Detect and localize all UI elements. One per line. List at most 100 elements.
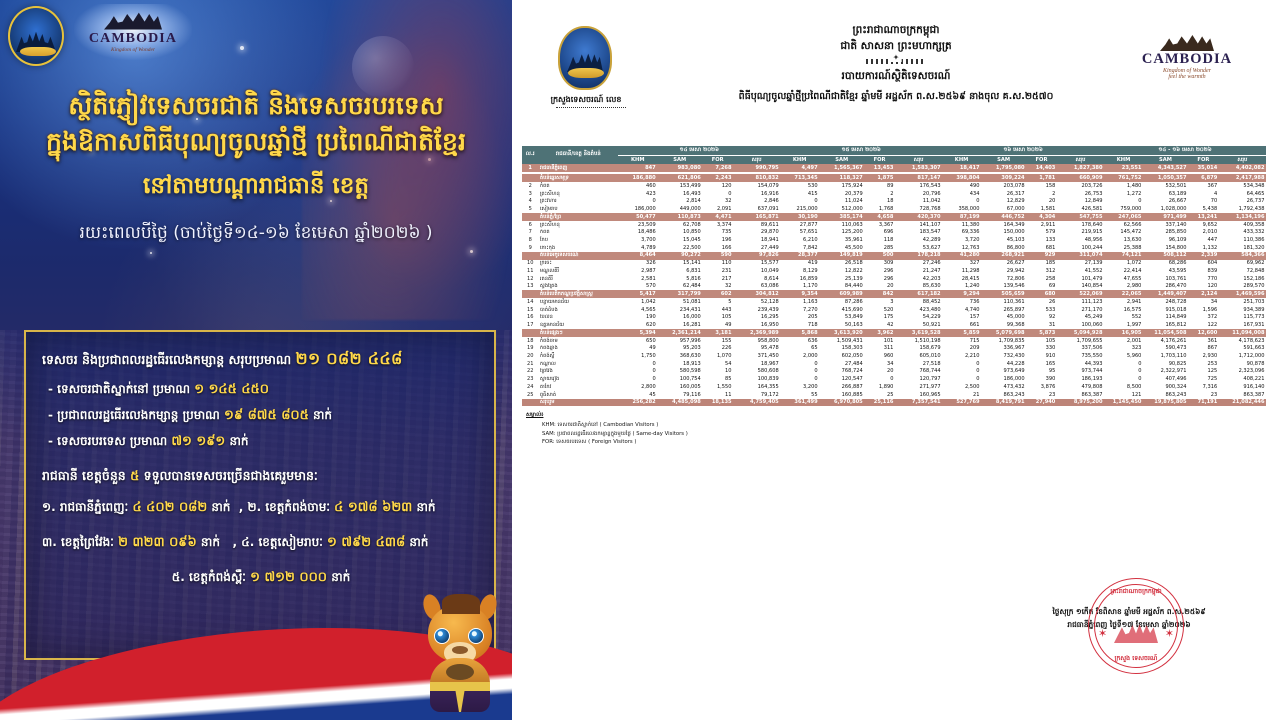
table-row[interactable]: 25 ពូធិសាត់ 45 79,116 11 79,172 55 160,885 25 160… [522, 391, 1266, 399]
brand-tagline-1: Kingdom of Wonder [1162, 68, 1212, 74]
table-row[interactable]: 18 កំពង់ចាម 650 957,996 155 958,800 636 1,509,4… [522, 336, 1266, 345]
row-province-name: តំបន់ឆ្នេរសមុទ្រ [538, 174, 619, 183]
table-spacer-row [522, 172, 1266, 175]
row-province-name: រតនគីរី [538, 274, 619, 283]
cell-g3-sam: 336,967 [981, 344, 1027, 353]
cell-g4-សរុប: 584,366 [1218, 251, 1266, 260]
cell-g1-khm: 4,789 [618, 244, 658, 252]
table-row[interactable]: 12 រតនគីរី 2,581 5,816 217 8,614 16,859 25,139 2… [522, 274, 1266, 283]
row-index [522, 213, 539, 221]
legend-item-khm: KHM: ទេសចរជាតិស្នាក់នៅ ( Cambodian Visit… [542, 422, 659, 429]
cell-g1-khm: 2,800 [618, 383, 658, 391]
table-row[interactable]: 15 បាត់ដំបង 4,565 234,431 443 239,439 7,270 415… [522, 305, 1266, 314]
cell-g3-khm: 87,199 [942, 213, 982, 221]
province-name: ខេត្តកំពង់ចាមៈ [265, 500, 330, 514]
cell-g1-khm: 4,565 [618, 305, 658, 314]
table-category-row[interactable]: តំបន់ភ្នំ/ព្រៃ 50,477 110,873 4,471 165,871 3… [522, 213, 1266, 221]
cell-g1-sam: 5,816 [657, 274, 703, 283]
cell-g2-for: 34 [864, 360, 895, 368]
cell-g2-សរុប: 54,229 [894, 313, 943, 322]
cell-g1-សរុប: 63,086 [733, 282, 781, 291]
cell-g3-for: 4,304 [1026, 213, 1057, 221]
table-row[interactable]: 10 ក្រចេះ 326 15,141 110 15,577 419 26,518 309 27… [522, 259, 1266, 268]
table-row[interactable]: 14 បន្ទាយមានជ័យ 1,042 51,081 5 52,128 1,163 87,… [522, 298, 1266, 306]
table-row[interactable]: 21 កណ្តាល 0 18,913 54 18,967 0 27,484 34 27,518 0 4… [522, 360, 1266, 368]
cell-g3-for: 330 [1026, 344, 1057, 353]
row-index: 4 [522, 197, 539, 206]
cell-g1-khm: 23,509 [618, 220, 658, 229]
cell-g2-khm: 0 [780, 360, 820, 368]
table-row[interactable]: 4 ព្រះវិហារ 0 2,814 32 2,846 0 11,024 18 11,042 0 1… [522, 197, 1266, 206]
cell-g3-sam: 67,000 [981, 205, 1027, 214]
province-unit: នាក់ [416, 500, 436, 514]
cell-g4-for: 13,241 [1188, 213, 1219, 221]
cell-g3-for: 681 [1026, 244, 1057, 252]
cell-g1-សរុប: 95,478 [733, 344, 781, 353]
cell-g1-សរុប: 4,759,405 [733, 398, 781, 407]
cell-g4-for: 839 [1188, 267, 1219, 275]
col-metric-header-4-sam: SAM [1142, 155, 1189, 165]
cell-g2-khm: 8,129 [780, 267, 820, 275]
table-row[interactable]: 19 កំពង់ឆ្នាំង 49 95,203 226 95,478 65 158,303 3… [522, 344, 1266, 353]
cell-g2-sam: 1,509,431 [819, 336, 865, 345]
table-row[interactable]: 2 កំពត 460 153,499 120 154,079 530 175,924 89 176… [522, 182, 1266, 190]
cell-g3-khm: 69,336 [942, 228, 982, 237]
cell-g3-khm: 358,000 [942, 205, 982, 214]
row-index: 3 [522, 189, 539, 198]
row-index: 2 [522, 182, 539, 190]
table-total-row[interactable]: សរុបរួម 256,282 4,485,098 18,135 4,759,405 36… [522, 398, 1266, 407]
table-row[interactable]: 1 រាជធានីភ្នំពេញ 847 983,080 7,268 990,795 4,4… [522, 164, 1266, 173]
poster-title-line-1: ស្ថិតិភ្ញៀវទេសចរជាតិ និងទេសចរបរទេស [68, 91, 444, 120]
table-body: 1 រាជធានីភ្នំពេញ 847 983,080 7,268 990,795 4,4… [522, 164, 1266, 407]
table-category-row[interactable]: តំបន់អេកូទេសចរណ៍ 8,464 90,272 590 97,826 28,3… [522, 251, 1266, 260]
cell-g3-សរុប: 26,753 [1056, 189, 1105, 198]
table-row[interactable]: 11 មណ្ឌលគីរី 2,987 6,831 231 10,049 8,129 12,82… [522, 267, 1266, 275]
col-metric-header-2-សរុប: សរុប [894, 155, 943, 165]
angkor-wat-icon [104, 12, 162, 30]
cell-g4-for: 604 [1188, 259, 1219, 268]
cell-g2-សរុប: 20,796 [894, 189, 943, 198]
cell-g3-សរុប: 186,193 [1056, 375, 1105, 384]
cell-g1-សរុប: 154,079 [733, 182, 781, 190]
table-row[interactable]: 8 កែប 3,700 15,045 196 18,941 6,210 35,961 118 42… [522, 236, 1266, 245]
mascot-sash [455, 688, 465, 712]
table-row[interactable]: 13 ស្ទឹងត្រែង 570 62,484 32 63,086 1,170 84,440… [522, 282, 1266, 291]
cell-g2-សរុប: 183,547 [894, 228, 943, 237]
table-row[interactable]: 7 កំពត 18,486 10,850 735 29,870 57,651 125,200 6… [522, 228, 1266, 237]
cell-g3-sam: 29,942 [981, 267, 1027, 275]
table-row[interactable]: 22 ព្រៃវែង 0 580,598 10 580,608 0 768,724 20 768,… [522, 367, 1266, 376]
table-row[interactable]: 16 ប៉ៃលិន 190 16,000 105 16,295 205 53,849 175 54… [522, 313, 1266, 322]
table-row[interactable]: 6 ព្រះសីហនុ 23,509 62,708 3,374 89,611 27,877 1… [522, 220, 1266, 229]
cell-g1-for: 226 [702, 344, 734, 353]
cell-g1-khm: 3,700 [618, 236, 658, 245]
table-row[interactable]: 5 សៀមរាប 186,000 449,000 2,091 637,091 215,000… [522, 205, 1266, 214]
table-row[interactable]: 24 តាកែវ 2,800 160,005 1,550 164,355 3,200 266,… [522, 383, 1266, 391]
cell-g2-khm: 16,859 [780, 274, 820, 283]
table-row[interactable]: 20 កំពង់ស្ពឺ 1,750 368,630 1,070 371,450 2,000… [522, 352, 1266, 361]
cell-g1-សរុប: 79,172 [733, 391, 781, 399]
cell-g2-khm: 0 [780, 375, 820, 384]
table-category-row[interactable]: តំបន់ផ្សេងៗ 5,394 2,361,214 3,181 2,369,989 5… [522, 329, 1266, 337]
cell-g3-khm: 0 [942, 360, 982, 368]
col-index-header: ល.រ [522, 146, 539, 165]
cell-g2-for: 3,962 [864, 329, 895, 337]
cell-g3-សរុប: 48,956 [1056, 236, 1105, 245]
cell-g2-សរុប: 768,744 [894, 367, 943, 376]
cell-g4-សរុប: 21,082,446 [1218, 398, 1266, 407]
cell-g2-សរុប: 21,247 [894, 267, 943, 275]
cell-g4-sam: 863,243 [1142, 391, 1189, 399]
table-row[interactable]: 3 ព្រះសីហនុ 423 16,493 0 16,916 415 20,379 2 20,7… [522, 189, 1266, 198]
cell-g1-for: 7,268 [702, 164, 734, 173]
cell-g1-sam: 983,080 [657, 164, 703, 173]
table-row[interactable]: 23 ស្វាយរៀង 0 100,754 85 100,839 0 120,547 0 120,… [522, 375, 1266, 384]
row-province-name: ស្ទឹងត្រែង [538, 282, 619, 291]
cell-g4-for: 7,316 [1188, 383, 1219, 391]
cell-g1-sam: 449,000 [657, 205, 703, 214]
table-row[interactable]: 9 កោះកុង 4,789 22,500 166 27,449 7,842 45,500 28… [522, 244, 1266, 252]
table-category-row[interactable]: តំបន់បេតិកភណ្ឌប្រវត្តិសាស្ត្រ 5,417 317,79… [522, 290, 1266, 299]
cell-g1-khm: 847 [618, 164, 658, 173]
table-row[interactable]: 17 ឧត្តរមានជ័យ 620 16,281 49 16,950 718 50,163 4… [522, 321, 1266, 330]
table-category-row[interactable]: តំបន់ឆ្នេរសមុទ្រ 186,880 621,806 2,243 810,8… [522, 174, 1266, 183]
cell-g1-សរុប: 371,450 [733, 352, 781, 361]
cell-g1-khm: 1,042 [618, 298, 658, 306]
